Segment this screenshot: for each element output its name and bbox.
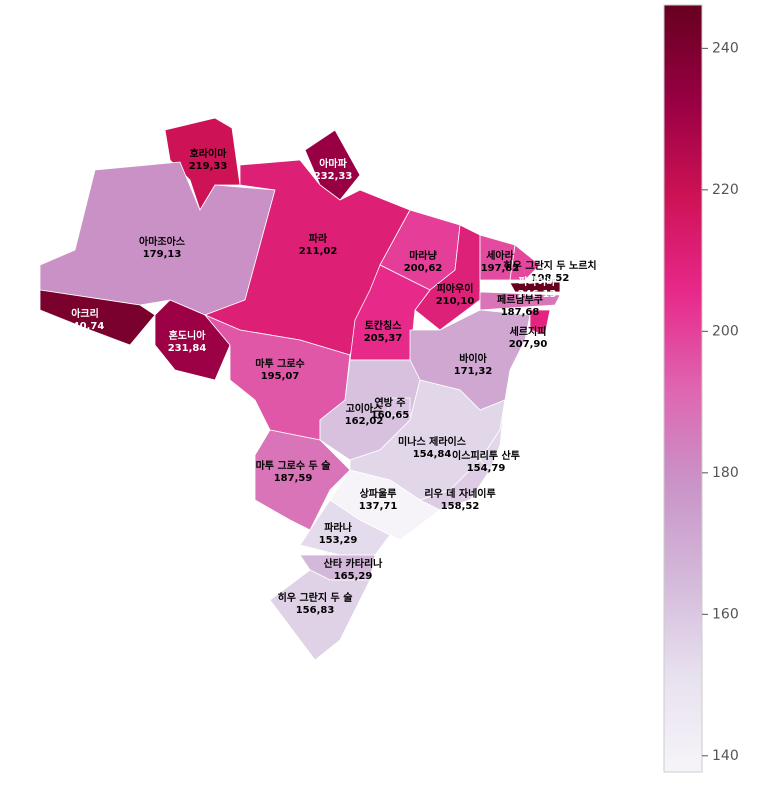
region	[154, 299, 231, 381]
region-value: 158,52	[441, 501, 480, 512]
region-name: 토칸칭스	[365, 319, 402, 332]
region-name: 미나스 제라이스	[398, 435, 466, 448]
region-value: 154,84	[413, 449, 452, 460]
region-name: 이스피리투 산투	[452, 449, 520, 462]
region-value: 162,02	[345, 416, 384, 427]
map	[39, 117, 561, 661]
colorbar-tick-label: 200	[712, 323, 739, 339]
region	[269, 569, 371, 661]
region-name: 아마파	[319, 157, 347, 170]
colorbar-tick-label: 180	[712, 465, 739, 481]
colorbar-tick-label: 160	[712, 606, 739, 622]
region-name: 마투 그로수	[255, 357, 304, 370]
region-value: 231,84	[168, 343, 207, 354]
colorbar-tick-label: 220	[712, 182, 739, 198]
region-name: 히우 그란지 두 술	[278, 591, 353, 604]
region-value: 137,71	[359, 501, 398, 512]
colorbar-tick-label: 140	[712, 748, 739, 764]
region-name: 파라나	[324, 521, 352, 534]
region	[418, 459, 491, 511]
region-value: 207,90	[509, 339, 548, 350]
region-value: 232,33	[314, 171, 353, 182]
region-value: 187,59	[274, 473, 313, 484]
region-value: 154,79	[467, 463, 506, 474]
region	[529, 309, 551, 336]
colorbar-ticks: 140 160 180 200 220 240	[702, 40, 739, 764]
region-value: 200,62	[404, 263, 443, 274]
region	[509, 244, 541, 281]
region-name: 아마조아스	[139, 235, 185, 248]
region-name: 세르지피	[510, 325, 547, 338]
region-name: 호라이마	[190, 147, 228, 160]
region-value: 160,65	[371, 410, 410, 421]
region-name: 연방 주	[374, 396, 405, 409]
region-value: 240,74	[66, 321, 105, 332]
region-value: 179,13	[143, 249, 182, 260]
region-name: 마라냥	[409, 249, 437, 262]
colorbar-tick-label: 240	[712, 40, 739, 56]
region-name: 고이아스	[346, 402, 383, 415]
region-name: 히우 그란지 두 노르치	[503, 259, 596, 272]
region-value: 211,02	[299, 246, 338, 257]
region-value: 197,82	[481, 263, 520, 274]
region-value: 156,83	[296, 605, 335, 616]
region-value: 153,29	[319, 535, 358, 546]
region-value: 205,37	[364, 333, 403, 344]
region-value: 171,32	[454, 366, 493, 377]
region	[479, 291, 561, 311]
region-name: 페르남부쿠	[497, 293, 543, 306]
region	[387, 397, 411, 417]
region-value: 198,52	[531, 273, 570, 284]
region-name: 세아라	[486, 249, 514, 262]
region-name: 파라이바	[519, 275, 557, 288]
region-value: 195,07	[261, 371, 300, 382]
region-value: 187,68	[501, 307, 540, 318]
region-name: 산타 카타리나	[324, 557, 383, 570]
region-name: 마투 그로수 두 술	[256, 459, 331, 472]
region-value: 165,29	[334, 571, 373, 582]
region-value: 246,13	[518, 289, 557, 300]
region-name: 리우 데 자네이루	[424, 487, 495, 500]
region	[39, 289, 156, 346]
region-name: 아크리	[71, 307, 99, 320]
region-value: 210,10	[436, 296, 475, 307]
colorbar	[663, 4, 703, 773]
region	[299, 499, 391, 556]
region-name: 바이아	[459, 352, 487, 365]
region	[304, 129, 361, 201]
region	[509, 281, 561, 293]
region-name: 혼도니아	[169, 329, 207, 342]
region-value: 219,33	[189, 161, 228, 172]
region-name: 상파울루	[360, 487, 397, 500]
region-name: 피아우이	[437, 282, 474, 295]
region-name: 파라	[309, 232, 328, 245]
